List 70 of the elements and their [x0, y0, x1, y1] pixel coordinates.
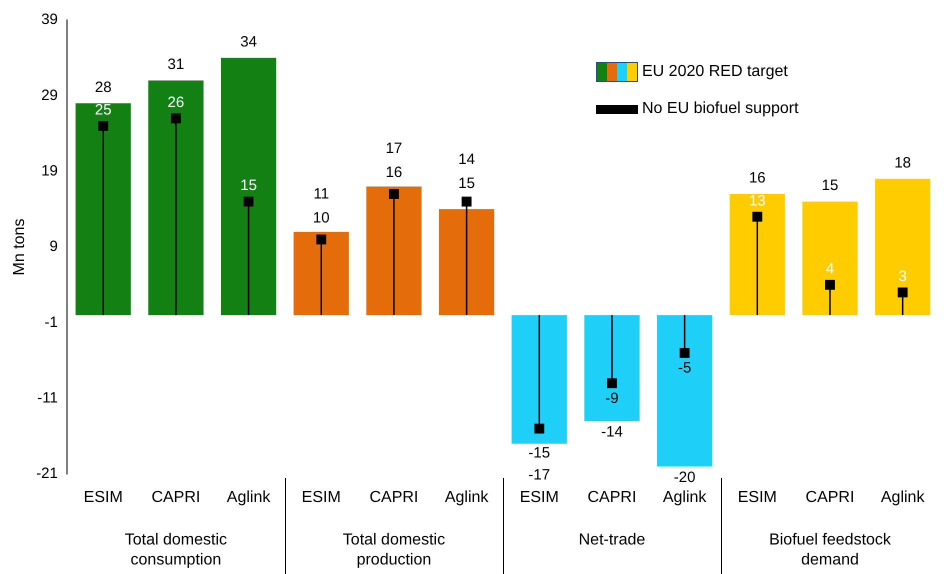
data-label: 14 — [458, 151, 475, 168]
y-tick-label: -11 — [37, 389, 58, 406]
x-tick-label: ESIM — [302, 489, 341, 506]
data-label: 13 — [748, 192, 766, 210]
x-tick-label: ESIM — [520, 489, 559, 506]
data-label: 16 — [748, 170, 766, 187]
y-tick-label: 9 — [50, 238, 58, 256]
point — [462, 196, 472, 207]
data-label: 11 — [313, 186, 330, 203]
data-label: 34 — [240, 33, 257, 50]
legend-label: No EU biofuel support — [642, 100, 799, 118]
x-tick-label: ESIM — [738, 489, 777, 506]
data-label: 15 — [822, 177, 838, 194]
data-label: 25 — [94, 102, 112, 119]
data-label: 15 — [458, 175, 475, 192]
x-tick-label: Aglink — [226, 489, 272, 506]
data-label: -5 — [678, 360, 692, 377]
data-label: 10 — [312, 210, 330, 227]
bar — [438, 209, 494, 316]
bar — [76, 103, 131, 316]
point — [170, 113, 181, 124]
y-tick-label: 29 — [41, 86, 58, 104]
x-tick-label: Aglink — [444, 489, 490, 506]
data-label: 17 — [386, 140, 402, 158]
x-tick-label: Aglink — [880, 489, 926, 506]
legend-label: EU 2020 RED target — [642, 63, 788, 81]
bar — [657, 315, 712, 466]
data-label: 28 — [94, 78, 112, 96]
text: Total domestic consumption — [124, 531, 228, 568]
bar — [802, 202, 858, 316]
y-axis-title: Mn tons — [11, 218, 28, 276]
bar — [584, 315, 640, 422]
bar — [294, 232, 349, 316]
data-label: 16 — [386, 164, 402, 182]
x-tick-label: ESIM — [84, 489, 123, 506]
x-tick-label: CAPRI — [151, 489, 200, 506]
data-label: 26 — [168, 94, 184, 112]
text: Net-trade — [578, 531, 646, 548]
bar — [512, 315, 567, 444]
point — [244, 196, 254, 207]
data-label: -17 — [528, 466, 550, 484]
x-tick-label: Aglink — [662, 489, 708, 506]
x-tick-label: CAPRI — [588, 489, 636, 506]
point — [898, 287, 908, 298]
y-tick-label: -1 — [44, 314, 58, 331]
x-tick-label: CAPRI — [369, 489, 418, 506]
data-label: 15 — [240, 177, 257, 194]
data-label: -9 — [605, 390, 619, 407]
data-label: -14 — [601, 424, 623, 441]
data-label: 31 — [168, 56, 184, 74]
bar — [148, 80, 204, 316]
data-label: -15 — [528, 444, 550, 462]
point — [388, 189, 399, 199]
text: Total domestic production — [342, 531, 446, 568]
bar — [366, 186, 422, 316]
point — [680, 348, 690, 358]
data-label: 18 — [894, 154, 912, 172]
y-tick-label: 19 — [41, 162, 58, 180]
point — [607, 378, 617, 388]
data-label: 4 — [826, 260, 834, 278]
bar — [220, 58, 276, 316]
x-tick-label: CAPRI — [806, 489, 854, 506]
y-tick-label: -21 — [36, 465, 58, 482]
bar — [875, 178, 930, 316]
point — [825, 280, 835, 290]
text: Biofuel feedstock demand — [769, 531, 892, 568]
bar — [730, 194, 785, 316]
y-tick-label: 39 — [41, 11, 58, 28]
data-label: 3 — [898, 268, 907, 286]
data-label: -20 — [674, 469, 696, 486]
